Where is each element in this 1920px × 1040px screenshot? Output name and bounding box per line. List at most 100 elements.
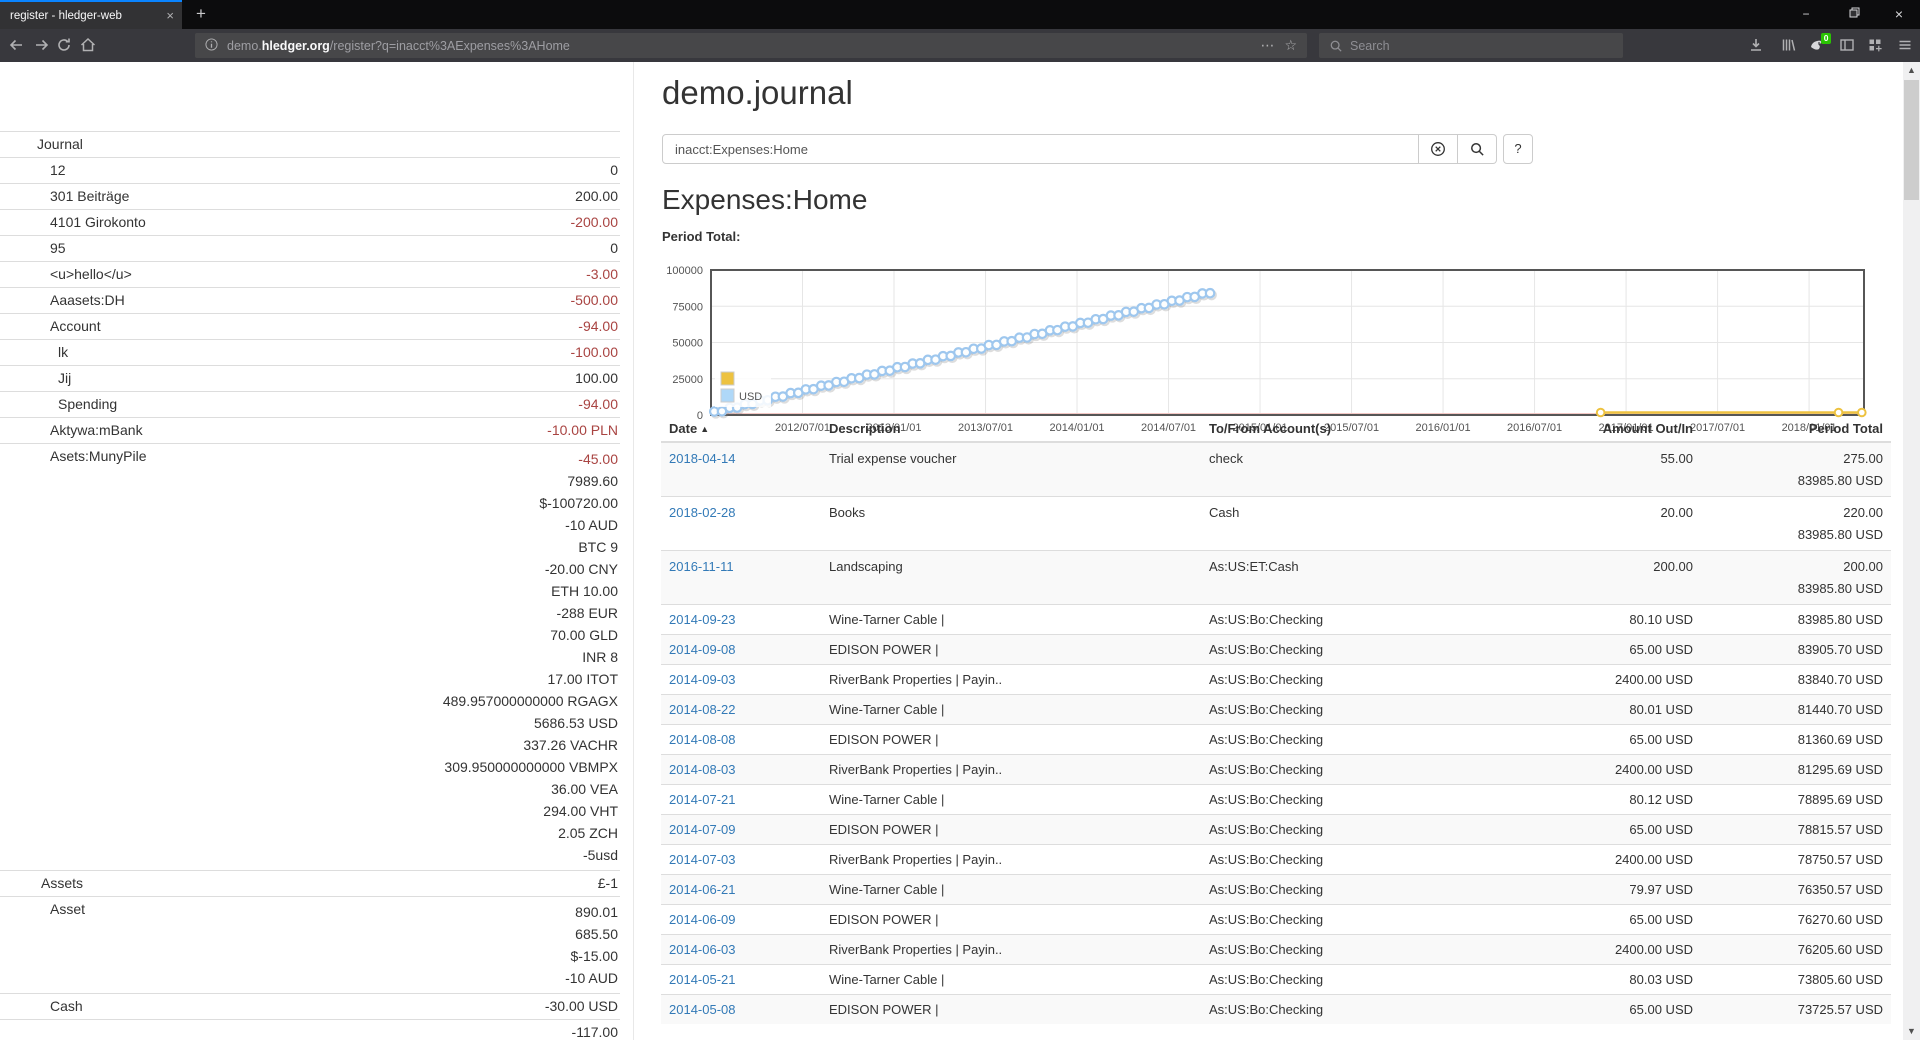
url-bar[interactable]: demo.hledger.org/register?q=inacct%3AExp… xyxy=(195,33,1307,58)
reload-icon[interactable] xyxy=(56,37,74,55)
transaction-date-link[interactable]: 2014-06-21 xyxy=(669,882,736,897)
sidebar-account-link[interactable]: 12 xyxy=(50,162,66,178)
site-info-icon[interactable] xyxy=(205,37,218,54)
sidebar-account-link[interactable]: <u>hello</u> xyxy=(50,266,132,282)
transaction-date-link[interactable]: 2014-06-09 xyxy=(669,912,736,927)
transaction-description: Wine-Tarner Cable | xyxy=(821,874,1201,905)
scrollbar-thumb[interactable] xyxy=(1904,80,1919,200)
transaction-date-link[interactable]: 2014-07-21 xyxy=(669,792,736,807)
register-row: 2014-09-08 EDISON POWER | As:US:Bo:Checkin… xyxy=(661,634,1891,665)
sidebar-account-link[interactable]: 95 xyxy=(50,240,66,256)
sidebar-account-link[interactable]: Cash xyxy=(50,998,83,1014)
balance-line: 70.00 GLD xyxy=(550,627,618,643)
transaction-date-link[interactable]: 2014-07-09 xyxy=(669,822,736,837)
page-actions-icon[interactable]: ⋯ xyxy=(1260,37,1275,53)
transaction-date-link[interactable]: 2014-08-03 xyxy=(669,762,736,777)
sidebar-account-link[interactable]: Spending xyxy=(58,396,118,412)
transaction-account: As:US:Bo:Checking xyxy=(1201,754,1451,785)
back-icon[interactable] xyxy=(8,37,26,55)
column-header-account[interactable]: To/From Account(s) xyxy=(1201,416,1451,443)
clear-query-button[interactable] xyxy=(1419,134,1458,164)
search-submit-button[interactable] xyxy=(1458,134,1497,164)
period-total-line: 83840.70 USD xyxy=(1797,672,1883,687)
transaction-amount: 65.00 USD xyxy=(1451,634,1701,665)
register-row: 2014-06-03 RiverBank Properties | Payin..… xyxy=(661,934,1891,965)
scroll-up-icon[interactable]: ▲ xyxy=(1907,65,1916,75)
clear-circle-x-icon xyxy=(1431,142,1445,156)
column-header-description[interactable]: Description xyxy=(821,416,1201,443)
library-icon[interactable] xyxy=(1780,37,1798,55)
transaction-date-link[interactable]: 2014-08-08 xyxy=(669,732,736,747)
menu-icon[interactable] xyxy=(1897,37,1915,55)
tab-title: register - hledger-web xyxy=(10,9,122,22)
sort-asc-icon: ▲ xyxy=(700,424,710,434)
transaction-date-link[interactable]: 2014-07-03 xyxy=(669,852,736,867)
help-button[interactable]: ? xyxy=(1503,134,1533,164)
transaction-date-link[interactable]: 2014-09-03 xyxy=(669,672,736,687)
sidebar-toggle-icon[interactable] xyxy=(1839,37,1857,55)
home-icon[interactable] xyxy=(80,37,98,55)
transaction-date-link[interactable]: 2018-04-14 xyxy=(669,451,736,466)
balance-line: -3.00 xyxy=(586,266,618,282)
magnifier-icon xyxy=(1470,142,1484,156)
sidebar-account-link[interactable]: Asets:MunyPile xyxy=(50,448,147,464)
transaction-period-total: 83905.70 USD xyxy=(1701,634,1891,665)
register-row: 2014-05-08 EDISON POWER | As:US:Bo:Checkin… xyxy=(661,994,1891,1024)
window-minimize-button[interactable]: − xyxy=(1802,7,1810,21)
browser-search-field[interactable]: Search xyxy=(1319,33,1623,58)
transaction-period-total: 78750.57 USD xyxy=(1701,844,1891,875)
sidebar-account-link[interactable]: 301 Beiträge xyxy=(50,188,130,204)
sidebar-account-link[interactable]: 4101 Girokonto xyxy=(50,214,146,230)
transaction-date-link[interactable]: 2014-09-08 xyxy=(669,642,736,657)
sidebar-account-link[interactable]: Asset xyxy=(50,901,86,917)
column-header-period-total[interactable]: Period Total xyxy=(1701,416,1891,443)
transaction-period-total: 76205.60 USD xyxy=(1701,934,1891,965)
download-icon[interactable] xyxy=(1748,37,1766,55)
transaction-date-link[interactable]: 2014-05-08 xyxy=(669,1002,736,1017)
extension-icon[interactable]: 0 xyxy=(1808,33,1831,55)
page-scrollbar[interactable]: ▲ ▼ xyxy=(1903,62,1920,1040)
sidebar-journal-link[interactable]: Journal xyxy=(37,136,83,152)
transaction-account: As:US:Bo:Checking xyxy=(1201,994,1451,1024)
new-tab-button[interactable]: + xyxy=(196,4,206,23)
sidebar-account-link[interactable]: lk xyxy=(58,344,69,360)
window-close-button[interactable]: × xyxy=(1894,6,1904,22)
browser-chrome: register - hledger-web × + − × demo.hled… xyxy=(0,0,1920,62)
browser-tab[interactable]: register - hledger-web × xyxy=(0,0,182,29)
transaction-description: RiverBank Properties | Payin.. xyxy=(821,754,1201,785)
sidebar-account-link[interactable] xyxy=(0,1024,572,1040)
balance-line: -10.00 PLN xyxy=(547,422,618,438)
transaction-period-total: 81295.69 USD xyxy=(1701,754,1891,785)
transaction-date-link[interactable]: 2014-05-21 xyxy=(669,972,736,987)
balance-line: -5usd xyxy=(582,847,618,863)
period-total-line: 73725.57 USD xyxy=(1797,1002,1883,1017)
forward-icon[interactable] xyxy=(34,37,52,55)
bookmark-star-icon[interactable]: ☆ xyxy=(1284,37,1297,53)
tab-close-icon[interactable]: × xyxy=(166,8,174,23)
transaction-date-link[interactable]: 2018-02-28 xyxy=(669,505,736,520)
sidebar-account-link[interactable]: Jij xyxy=(58,370,72,386)
query-input[interactable] xyxy=(662,134,1419,164)
transaction-account: As:US:Bo:Checking xyxy=(1201,934,1451,965)
column-header-amount[interactable]: Amount Out/In xyxy=(1451,416,1701,443)
sidebar-account-link[interactable]: Account xyxy=(50,318,101,334)
register-row: 2014-06-09 EDISON POWER | As:US:Bo:Checkin… xyxy=(661,904,1891,935)
transaction-date-link[interactable]: 2016-11-11 xyxy=(669,559,734,574)
transaction-account: As:US:Bo:Checking xyxy=(1201,634,1451,665)
balance-line: 5686.53 USD xyxy=(533,715,618,731)
transaction-date-link[interactable]: 2014-06-03 xyxy=(669,942,736,957)
extensions-grid-icon[interactable] xyxy=(1867,37,1885,55)
window-restore-button[interactable] xyxy=(1837,0,1871,28)
sidebar-account-link[interactable]: Aktywa:mBank xyxy=(50,422,143,438)
transaction-amount: 2400.00 USD xyxy=(1451,844,1701,875)
transaction-description: Wine-Tarner Cable | xyxy=(821,784,1201,815)
scroll-down-icon[interactable]: ▼ xyxy=(1907,1026,1916,1036)
period-total-line: 78895.69 USD xyxy=(1797,792,1883,807)
balance-line: -500.00 xyxy=(570,292,618,308)
register-row: 2018-04-14 Trial expense voucher check 55.0… xyxy=(661,441,1891,497)
transaction-date-link[interactable]: 2014-09-23 xyxy=(669,612,736,627)
sidebar-account-link[interactable]: Assets xyxy=(41,875,84,891)
column-header-date[interactable]: Date ▲ xyxy=(661,416,821,443)
transaction-date-link[interactable]: 2014-08-22 xyxy=(669,702,736,717)
sidebar-account-link[interactable]: Aaasets:DH xyxy=(50,292,125,308)
